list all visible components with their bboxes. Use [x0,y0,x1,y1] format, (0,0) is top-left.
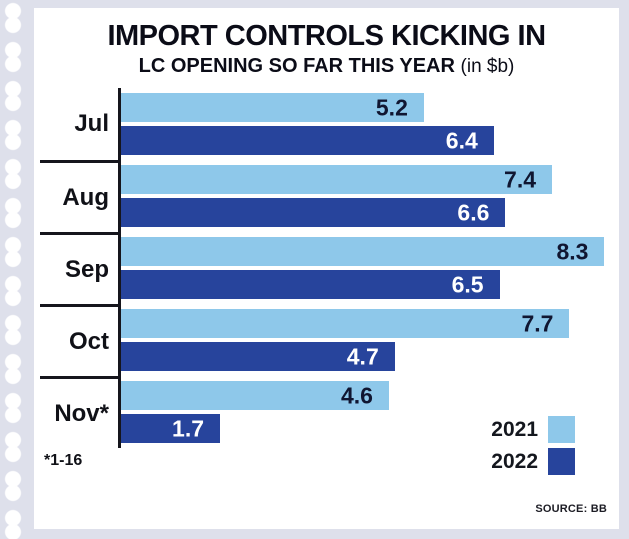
chart-subtitle: LC OPENING SO FAR THIS YEAR (in $b) [34,55,619,78]
category-label: Sep [64,255,109,283]
bars-group: 7.4 6.6 [118,160,619,232]
category-label: Oct [68,327,109,355]
legend-swatch [548,416,575,443]
bar-value-label: 7.7 [521,310,554,336]
legend: 2021 2022 [491,416,575,475]
footnote-label: *1-16 [44,452,83,469]
bar-2022-Sep: 6.5 [121,270,500,299]
bar-2021-Jul: 5.2 [121,93,424,122]
bars-group: 5.2 6.4 [118,88,619,160]
decorative-dots-strip [0,0,34,539]
bar-2021-Sep: 8.3 [121,237,605,266]
category-label: Nov* [54,399,109,427]
bar-value-label: 7.4 [504,166,537,192]
category-label: Jul [74,110,109,137]
chart-subtitle-unit: (in $b) [460,56,515,77]
category-label-cell: Sep [40,232,118,304]
legend-item-2022: 2022 [491,448,575,475]
category-label-cell: Oct [40,304,118,376]
bar-2022-Aug: 6.6 [121,198,506,227]
bar-value-label: 6.5 [451,271,484,297]
bar-value-label: 5.2 [375,94,408,120]
bars-group: 4.6 1.7 [118,376,619,448]
bar-value-label: 4.6 [340,382,373,408]
bar-2021-Nov: 4.6 [121,381,389,410]
category-label-cell: Jul [40,88,118,160]
legend-swatch [548,448,575,475]
bar-value-label: 8.3 [556,238,589,264]
category-label: Aug [62,183,109,211]
bar-2021-Oct: 7.7 [121,309,570,338]
category-label-cell: Aug [40,160,118,232]
bar-value-label: 1.7 [172,415,205,441]
chart-row: Jul 5.2 6.4 [40,88,619,160]
chart-title: IMPORT CONTROLS KICKING IN [107,20,546,52]
legend-label: 2022 [491,449,538,473]
source-label: SOURCE: BB [535,503,607,515]
chart-subtitle-text: LC OPENING SO FAR THIS YEAR [138,55,455,77]
chart-card: IMPORT CONTROLS KICKING IN LC OPENING SO… [34,8,619,529]
bar-value-label: 6.6 [457,199,490,225]
bar-chart: Jul 5.2 6.4 Aug 7.4 6.6 Sep 8.3 6.5 Oct 7.7… [34,88,619,469]
bars-group: 8.3 6.5 [118,232,619,304]
legend-item-2021: 2021 [491,416,575,443]
bars-group: 7.7 4.7 [118,304,619,376]
bar-2022-Oct: 4.7 [121,342,395,371]
bar-value-label: 4.7 [346,343,379,369]
chart-row: Oct 7.7 4.7 [40,304,619,376]
bar-2022-Jul: 6.4 [121,126,494,155]
bar-2022-Nov: 1.7 [121,414,221,443]
chart-row: Aug 7.4 6.6 [40,160,619,232]
bar-2021-Aug: 7.4 [121,165,553,194]
bar-value-label: 6.4 [445,127,478,153]
legend-label: 2021 [491,417,538,441]
chart-row: Nov* *1-16 4.6 1.7 [40,376,619,469]
chart-row: Sep 8.3 6.5 [40,232,619,304]
category-label-cell: Nov* *1-16 [40,376,118,469]
